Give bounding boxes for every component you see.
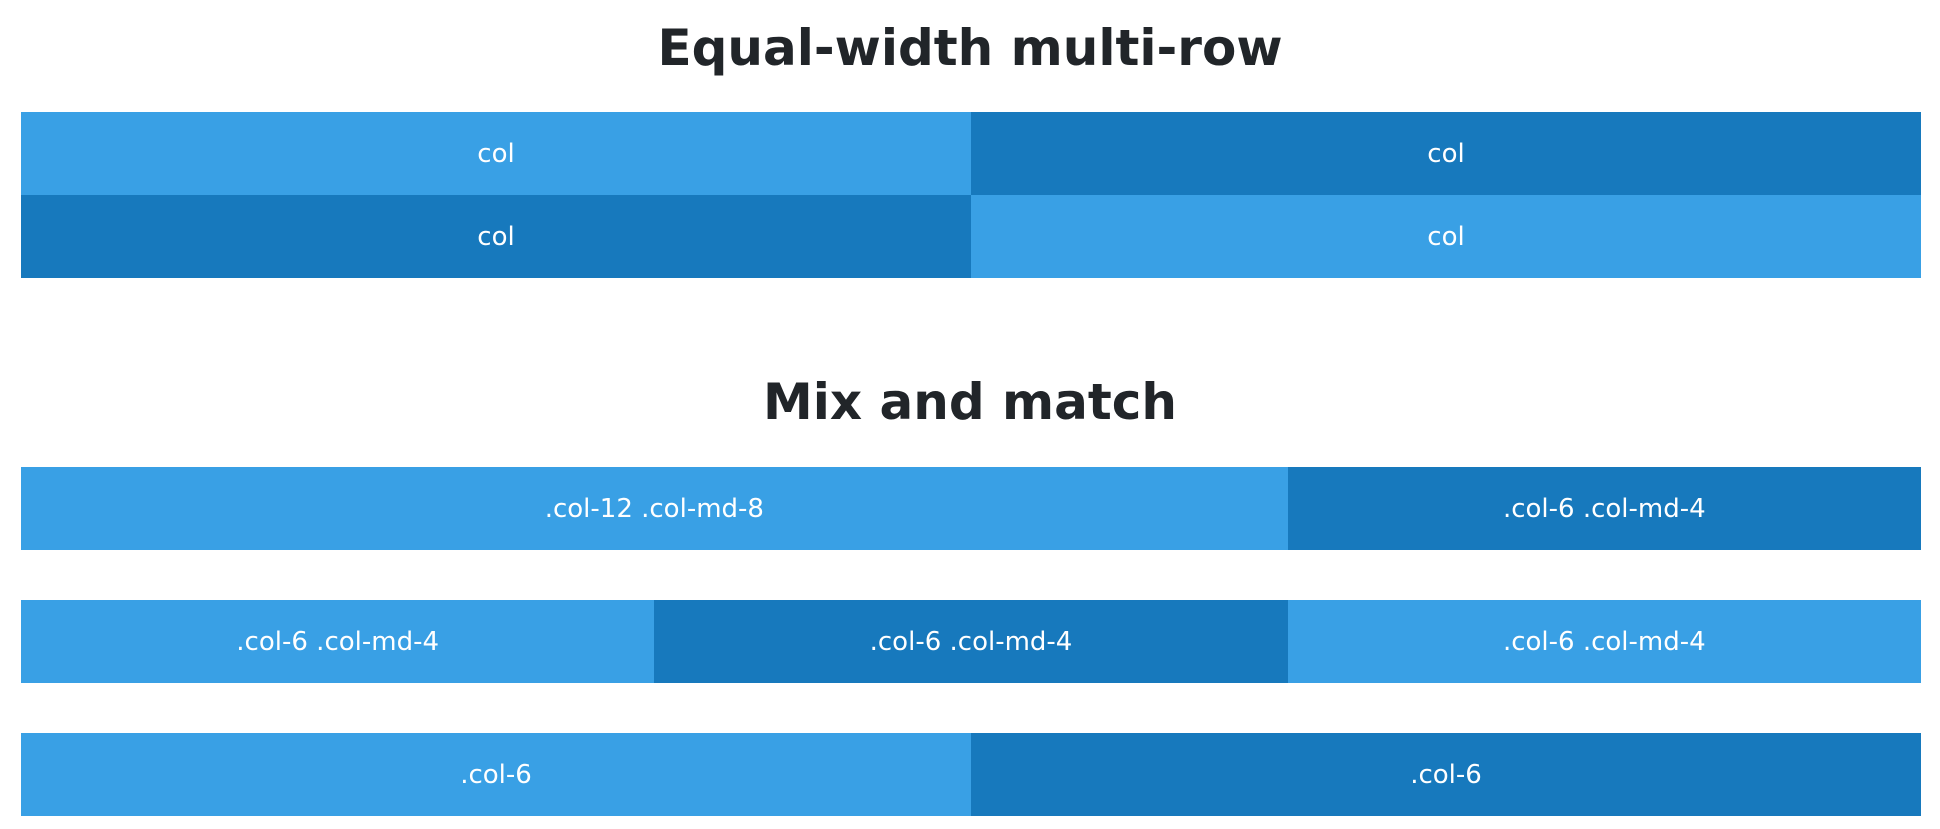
- grid-cell: col: [21, 195, 971, 278]
- grid-row: .col-6 .col-6: [21, 733, 1921, 816]
- grid-cell: .col-6 .col-md-4: [21, 600, 655, 683]
- grid-cell: .col-6 .col-md-4: [654, 600, 1288, 683]
- grid-cell: .col-6: [21, 733, 971, 816]
- grid-cell: col: [971, 195, 1921, 278]
- grid-cell: col: [21, 112, 971, 195]
- grid-cell: .col-12 .col-md-8: [21, 467, 1288, 550]
- grid-row: col col: [21, 112, 1921, 195]
- grid-cell: col: [971, 112, 1921, 195]
- grid-row: col col: [21, 195, 1921, 278]
- section-title-mix-and-match: Mix and match: [762, 373, 1178, 431]
- grid-row: .col-12 .col-md-8 .col-6 .col-md-4: [21, 467, 1921, 550]
- grid-cell: .col-6 .col-md-4: [1287, 600, 1921, 683]
- grid-row: .col-6 .col-md-4 .col-6 .col-md-4 .col-6…: [21, 600, 1921, 683]
- grid-cell: .col-6: [971, 733, 1921, 816]
- section-title-equal-width: Equal-width multi-row: [657, 19, 1283, 77]
- grid-cell: .col-6 .col-md-4: [1287, 467, 1921, 550]
